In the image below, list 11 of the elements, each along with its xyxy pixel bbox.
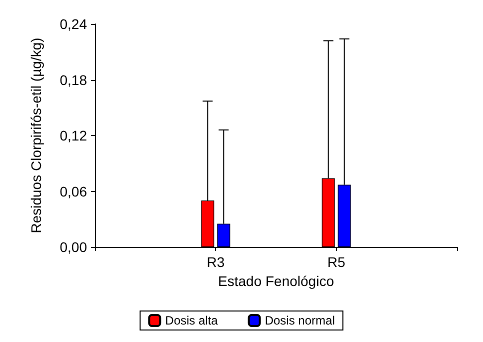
x-tick-label: R5 [327,254,346,270]
y-axis-title: Residuos Clorpirifós-etil (µg/kg) [28,38,44,234]
x-tick-label: R3 [206,254,225,270]
legend-label: Dosis alta [165,314,218,328]
y-tick-label: 0,06 [60,183,88,200]
y-tick-label: 0,24 [60,16,88,32]
y-tick-label: 0,00 [60,239,88,255]
y-tick-label: 0,12 [60,128,88,144]
x-axis-title: Estado Fenológico [218,272,334,289]
legend-label: Dosis normal [264,314,335,328]
y-tick-label: 0,18 [60,72,88,88]
